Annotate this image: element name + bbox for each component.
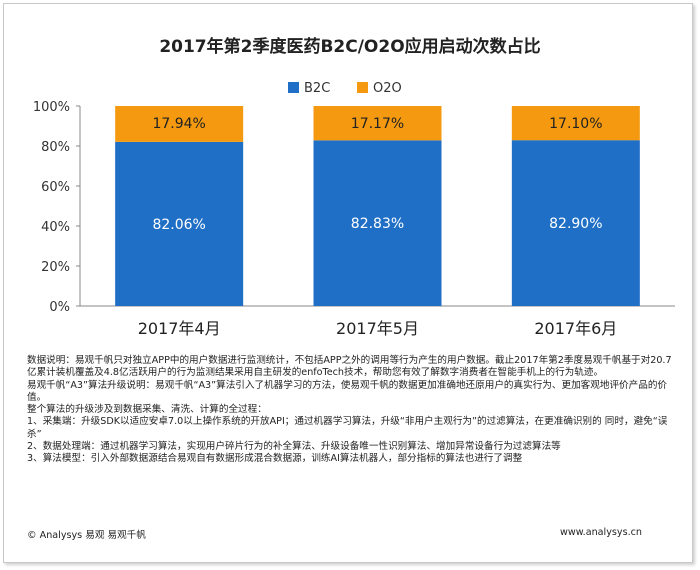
data-label-o2o-2: 17.17% — [351, 116, 404, 132]
legend-swatch-b2c — [288, 82, 299, 93]
data-label-o2o-3: 17.10% — [549, 116, 602, 132]
note-model: 3、算法模型：引入外部数据源结合易观自有数据形成混合数据源，训练AI算法机器人，… — [27, 453, 523, 465]
data-label-b2c-1: 82.06% — [152, 217, 205, 233]
y-tick-label: 100% — [33, 100, 70, 115]
bar-b2c-3 — [511, 140, 640, 306]
data-label-b2c-3: 82.90% — [549, 216, 602, 232]
note-processing: 2、数据处理端：通过机器学习算法，实现用户碎片行为的补全算法、升级设备唯一性识别… — [27, 441, 561, 453]
note-collection: 1、采集端：升级SDK以适应安卓7.0以上操作系统的开放API；通过机器学习算法… — [27, 416, 668, 440]
bar-o2o-3 — [511, 106, 640, 141]
bar-b2c-1 — [115, 141, 244, 306]
note-algorithm-upgrade: 易观千帆“A3”算法升级说明：易观千帆“A3”算法引入了机器学习的方法，使易观千… — [27, 379, 668, 403]
data-label-o2o-1: 17.94% — [152, 116, 205, 132]
bar-b2c-2 — [313, 140, 442, 306]
x-tick-label-3: 2017年6月 — [534, 319, 617, 338]
y-tick-label: 40% — [41, 220, 70, 235]
x-tick-label-2: 2017年5月 — [336, 319, 419, 338]
legend-label-b2c: B2C — [304, 81, 330, 96]
chart-title: 2017年第2季度医药B2C/O2O应用启动次数占比 — [159, 36, 540, 57]
bar-o2o-2 — [313, 106, 442, 141]
data-label-b2c-2: 82.83% — [351, 216, 404, 232]
footer-website: www.analysys.cn — [560, 527, 642, 538]
note-process-intro: 整个算法的升级涉及到数据采集、清洗、计算的全过程： — [27, 404, 267, 416]
y-tick-label: 80% — [41, 140, 70, 155]
legend-swatch-o2o — [357, 82, 368, 93]
x-tick-label-1: 2017年4月 — [138, 319, 221, 338]
y-tick-label: 0% — [49, 300, 70, 315]
y-tick-label: 60% — [41, 180, 70, 195]
note-data-description: 数据说明：易观千帆只对独立APP中的用户数据进行监测统计，不包括APP之外的调用… — [27, 355, 672, 379]
legend-label-o2o: O2O — [373, 81, 402, 96]
footer-copyright: © Analysys 易观 易观千帆 — [27, 530, 146, 541]
data-notes: 数据说明：易观千帆只对独立APP中的用户数据进行监测统计，不包括APP之外的调用… — [27, 355, 677, 466]
bar-o2o-1 — [115, 106, 244, 142]
y-tick-label: 20% — [41, 260, 70, 275]
